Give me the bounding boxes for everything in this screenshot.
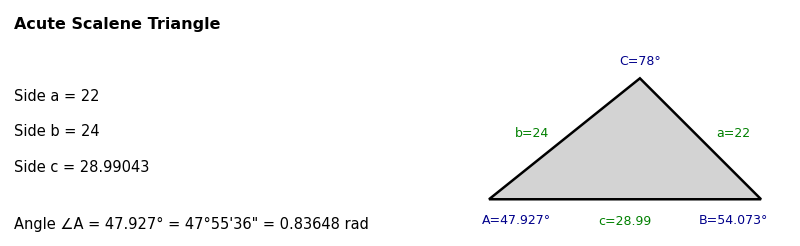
Text: A=47.927°: A=47.927° <box>482 214 551 227</box>
Text: a=22: a=22 <box>716 127 750 140</box>
Text: B=54.073°: B=54.073° <box>698 214 768 227</box>
Text: C=78°: C=78° <box>619 56 661 68</box>
Text: Side b = 24: Side b = 24 <box>14 124 99 139</box>
Text: Side c = 28.99043: Side c = 28.99043 <box>14 160 149 175</box>
Text: Side a = 22: Side a = 22 <box>14 89 99 104</box>
Text: b=24: b=24 <box>515 127 549 140</box>
Text: c=28.99: c=28.99 <box>598 215 652 228</box>
Text: Angle ∠A = 47.927° = 47°55'36" = 0.83648 rad: Angle ∠A = 47.927° = 47°55'36" = 0.83648… <box>14 217 369 232</box>
Polygon shape <box>489 78 761 199</box>
Text: Acute Scalene Triangle: Acute Scalene Triangle <box>14 17 220 32</box>
